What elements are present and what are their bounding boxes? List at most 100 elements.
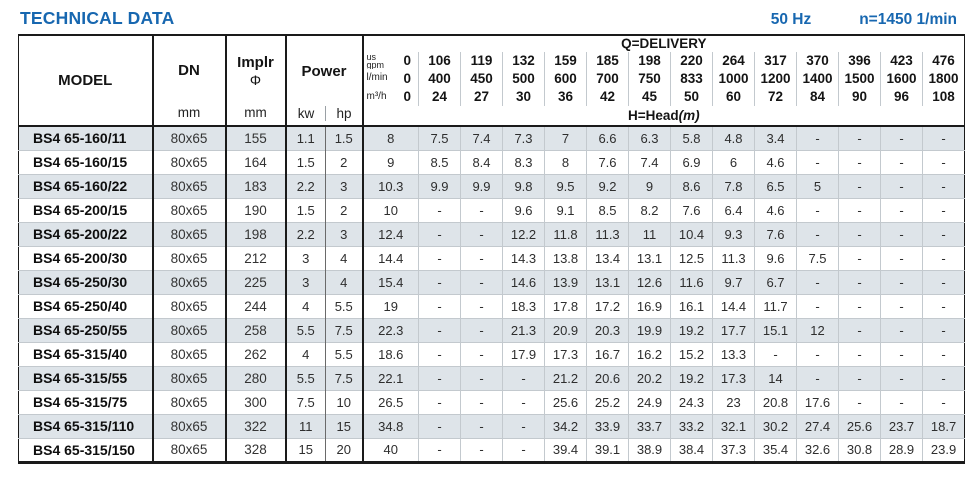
head-cell: - (838, 293, 881, 318)
impeller-cell: 322 (225, 413, 287, 438)
head-cell: 13.8 (544, 245, 587, 270)
head-cell: 12.2 (502, 221, 545, 246)
delivery-value: 45 (628, 87, 671, 106)
dn-cell: 80x65 (152, 149, 227, 174)
delivery-value: 1500 (838, 69, 881, 88)
column-header-model: MODEL (18, 35, 154, 126)
head-cell: - (838, 389, 881, 414)
head-cell: 8 (362, 125, 419, 150)
head-cell: 9.1 (544, 197, 587, 222)
head-cell: - (502, 365, 545, 390)
head-cell: - (880, 269, 923, 294)
delivery-value: 27 (460, 87, 503, 106)
head-cell: - (460, 341, 503, 366)
head-cell: 13.3 (712, 341, 755, 366)
head-cell: 20.8 (754, 389, 797, 414)
kw-cell: 4 (285, 341, 326, 366)
head-cell: - (796, 221, 839, 246)
head-cell: 4.6 (754, 197, 797, 222)
head-cell: 8.3 (502, 149, 545, 174)
head-cell: - (838, 221, 881, 246)
head-cell: 20.9 (544, 317, 587, 342)
head-cell: 7.8 (712, 173, 755, 198)
kw-cell: 3 (285, 269, 326, 294)
head-cell: 33.9 (586, 413, 629, 438)
head-cell: 8.5 (418, 149, 461, 174)
delivery-header: Q=DELIVERY (621, 36, 707, 52)
delivery-value: 1800 (921, 69, 965, 88)
head-cell: - (796, 365, 839, 390)
head-cell: 17.3 (544, 341, 587, 366)
head-header: H=Head(m) (627, 107, 700, 123)
head-cell: - (796, 341, 839, 366)
head-cell: - (418, 221, 461, 246)
head-cell: - (921, 125, 965, 150)
kw-cell: 1.1 (285, 125, 326, 150)
delivery-value: 185 (586, 52, 629, 70)
delivery-value: 833 (670, 69, 713, 88)
head-cell: - (418, 437, 461, 462)
head-cell: 6.6 (586, 125, 629, 150)
head-cell: 16.7 (586, 341, 629, 366)
delivery-row-m3h: m³/h 0 24 27 30 36 42 45 50 60 72 84 90 96 108 (19, 87, 965, 106)
head-cell: - (460, 365, 503, 390)
impeller-cell: 198 (225, 221, 287, 246)
head-cell: 8.6 (670, 173, 713, 198)
head-cell: 25.2 (586, 389, 629, 414)
head-cell: - (796, 149, 839, 174)
hp-cell: 4 (325, 245, 364, 270)
dn-cell: 80x65 (152, 173, 227, 198)
head-cell: - (880, 149, 923, 174)
head-cell: 40 (362, 437, 419, 462)
head-cell: 20.6 (586, 365, 629, 390)
delivery-unit-label: us gpm (366, 52, 385, 70)
model-cell: BS4 65-160/11 (18, 125, 154, 150)
head-cell: 7 (544, 125, 587, 150)
head-cell: 12.6 (628, 269, 671, 294)
head-cell: - (921, 341, 965, 366)
head-cell: 18.7 (921, 413, 965, 438)
head-cell: - (418, 341, 461, 366)
head-cell: - (460, 269, 503, 294)
head-cell: 14 (754, 365, 797, 390)
head-cell: 12.4 (362, 221, 419, 246)
delivery-value: 60 (712, 87, 755, 106)
head-cell: 16.9 (628, 293, 671, 318)
kw-cell: 2.2 (285, 173, 326, 198)
dn-cell: 80x65 (152, 197, 227, 222)
kw-cell: 1.5 (285, 197, 326, 222)
operating-specs: 50 Hz n=1450 1/min (771, 11, 959, 29)
head-cell: 24.3 (670, 389, 713, 414)
head-cell: 16.2 (628, 341, 671, 366)
head-cell: 9.6 (754, 245, 797, 270)
head-cell: 23.7 (880, 413, 923, 438)
head-cell: 14.4 (712, 293, 755, 318)
head-cell: 9 (628, 173, 671, 198)
head-cell: 35.4 (754, 437, 797, 462)
head-cell: - (460, 413, 503, 438)
delivery-unit-cell: l/min 0 (363, 69, 419, 87)
table-row: BS4 65-250/55 80x65 258 5.5 7.5 22.3- -21.3 20.… (18, 317, 965, 342)
technical-data-table: MODEL DN mm Implr Φ mm (18, 34, 966, 464)
head-cell: - (796, 197, 839, 222)
table-row: BS4 65-250/40 80x65 244 4 5.5 19- -18.3 17.8 17.… (18, 293, 965, 318)
head-cell: 20.2 (628, 365, 671, 390)
head-cell: 21.3 (502, 317, 545, 342)
table-row: BS4 65-160/11 80x65 155 1.1 1.5 8 7.5 7.4 7.3 7 6.… (18, 125, 965, 150)
delivery-value: 396 (838, 52, 881, 70)
head-cell: - (921, 389, 965, 414)
head-cell: - (838, 317, 881, 342)
delivery-value: 106 (418, 52, 461, 70)
kw-cell: 15 (285, 437, 326, 462)
model-cell: BS4 65-315/40 (18, 341, 154, 366)
dn-cell: 80x65 (152, 125, 227, 150)
head-cell: 18.6 (362, 341, 419, 366)
head-cell: 11.3 (586, 221, 629, 246)
delivery-unit-cell: m³/h 0 (363, 88, 419, 106)
head-cell: - (921, 173, 965, 198)
head-cell: 9 (362, 149, 419, 174)
head-cell: - (880, 365, 923, 390)
head-cell: 7.6 (670, 197, 713, 222)
hp-cell: 3 (325, 221, 364, 246)
head-cell: - (838, 245, 881, 270)
